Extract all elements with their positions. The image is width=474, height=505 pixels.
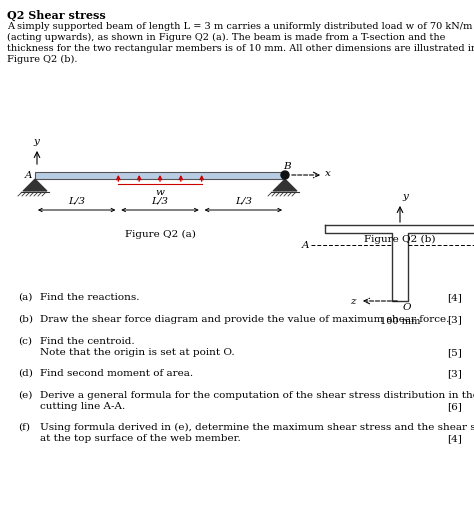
Bar [35, 172, 285, 179]
Text: Draw the shear force diagram and provide the value of maximum shear force.: Draw the shear force diagram and provide… [40, 315, 449, 324]
Text: Note that the origin is set at point O.: Note that the origin is set at point O. [40, 348, 235, 357]
Text: (a): (a) [18, 293, 32, 302]
Text: w: w [155, 188, 164, 197]
Text: Q2 Shear stress: Q2 Shear stress [7, 10, 106, 21]
Text: Figure Q2 (b): Figure Q2 (b) [364, 235, 436, 244]
Text: 100 mm: 100 mm [380, 317, 420, 326]
Text: A: A [301, 240, 309, 249]
Text: Derive a general formula for the computation of the shear stress distribution in: Derive a general formula for the computa… [40, 391, 474, 400]
Text: [6]: [6] [447, 402, 462, 411]
Circle shape [281, 171, 289, 179]
Text: (f): (f) [18, 423, 30, 432]
Text: A: A [25, 171, 32, 179]
Text: [3]: [3] [447, 369, 462, 378]
Text: Find the reactions.: Find the reactions. [40, 293, 139, 302]
Text: B: B [283, 162, 291, 171]
Text: z: z [350, 296, 356, 306]
Text: O: O [403, 303, 411, 312]
Text: Find second moment of area.: Find second moment of area. [40, 369, 193, 378]
Text: Figure Q2 (b).: Figure Q2 (b). [7, 55, 78, 64]
Text: (b): (b) [18, 315, 33, 324]
Text: at the top surface of the web member.: at the top surface of the web member. [40, 434, 241, 443]
Text: L/3: L/3 [235, 197, 252, 206]
Text: [3]: [3] [447, 315, 462, 324]
Text: (d): (d) [18, 369, 33, 378]
Text: Find the centroid.: Find the centroid. [40, 337, 135, 346]
Polygon shape [23, 179, 47, 191]
Text: [5]: [5] [447, 348, 462, 357]
Text: L/3: L/3 [152, 197, 168, 206]
Text: (acting upwards), as shown in Figure Q2 (a). The beam is made from a T-section a: (acting upwards), as shown in Figure Q2 … [7, 33, 446, 42]
Text: Figure Q2 (a): Figure Q2 (a) [125, 230, 195, 239]
Text: y: y [33, 137, 39, 146]
Text: (e): (e) [18, 391, 32, 400]
Text: L/3: L/3 [68, 197, 85, 206]
Text: (c): (c) [18, 337, 32, 346]
Polygon shape [273, 179, 297, 191]
Text: cutting line A-A.: cutting line A-A. [40, 402, 125, 411]
Text: x: x [325, 170, 331, 178]
Text: y: y [402, 192, 408, 201]
Text: thickness for the two rectangular members is of 10 mm. All other dimensions are : thickness for the two rectangular member… [7, 44, 474, 53]
Text: Using formula derived in (e), determine the maximum shear stress and the shear s: Using formula derived in (e), determine … [40, 423, 474, 432]
Text: [4]: [4] [447, 434, 462, 443]
Text: [4]: [4] [447, 293, 462, 302]
Text: A simply supported beam of length L = 3 m carries a uniformly distributed load w: A simply supported beam of length L = 3 … [7, 22, 473, 31]
